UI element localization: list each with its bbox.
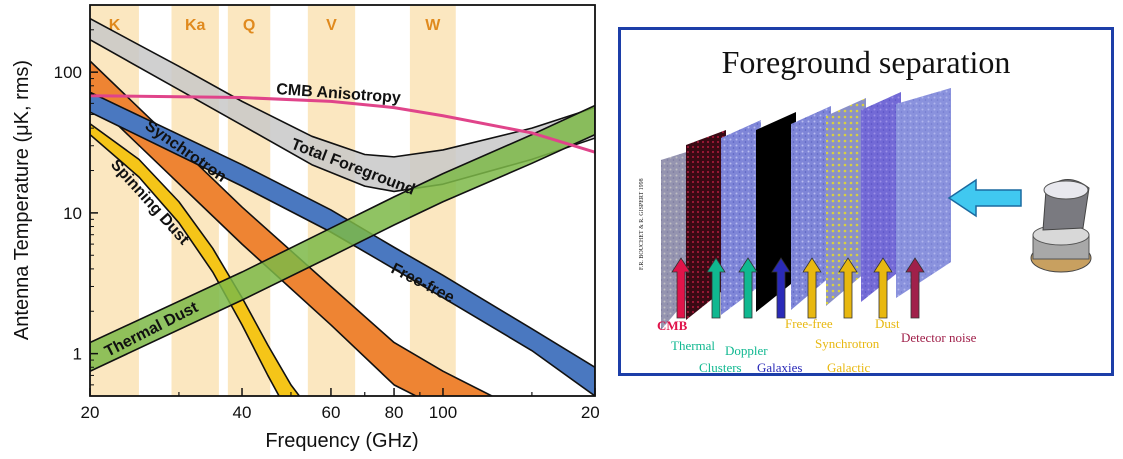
comp-label-cmb: CMB xyxy=(657,318,688,333)
series-thermal-dust xyxy=(90,104,595,373)
series-synchrotron xyxy=(90,60,493,396)
series-spinning-dust xyxy=(90,122,301,396)
comp-label-galaxies: Galaxies xyxy=(757,360,802,373)
y-tick-label-10: 10 xyxy=(63,204,82,223)
x-tick-label-100: 100 xyxy=(429,403,457,422)
component-labels: CMB Thermal Clusters Doppler Galaxies Fr… xyxy=(657,316,977,373)
comp-label-free-free: Free-free xyxy=(785,316,833,331)
plot-frame xyxy=(89,4,596,397)
arrow-thermal xyxy=(706,257,726,319)
x-axis-title: Frequency (GHz) xyxy=(265,430,418,452)
series-cmb-anisotropy xyxy=(90,94,595,154)
comp-label-detector-noise: Detector noise xyxy=(901,330,977,345)
y-tick-label-1: 1 xyxy=(73,345,82,364)
comp-label-clusters: Clusters xyxy=(699,360,742,373)
x-tick-label-60: 60 xyxy=(321,403,340,422)
map-layers xyxy=(661,88,951,330)
comp-label-thermal: Thermal xyxy=(671,338,715,353)
band-label-w: W xyxy=(425,17,441,34)
component-arrows xyxy=(671,257,925,319)
layer-detector-noise xyxy=(896,88,951,298)
comp-label-doppler: Doppler xyxy=(725,343,768,358)
arrow-dust xyxy=(873,257,893,319)
band-label-ka: Ka xyxy=(185,17,206,34)
comp-label-synchrotron: Synchrotron xyxy=(815,336,880,351)
arrow-cmb xyxy=(671,257,691,319)
input-arrow xyxy=(947,178,1022,218)
y-axis-title: Antenna Temperature (μK, rms) xyxy=(11,60,33,340)
axis-ticks: 20 40 60 80 100 200 1 10 100 xyxy=(54,29,600,422)
layer-doppler xyxy=(721,120,761,315)
foreground-separation-panel: Foreground separation xyxy=(618,27,1114,376)
series-total-foreground xyxy=(90,17,595,193)
arrow-free-free xyxy=(802,257,822,319)
credit-text: F.R. BOUCHET & R. GISPERT 1998 xyxy=(639,178,645,270)
arrow-detector-noise xyxy=(905,257,925,319)
series-layer xyxy=(90,17,595,396)
layer-galaxies xyxy=(756,112,796,312)
layer-synchrotron xyxy=(826,98,866,306)
x-tick-label-20: 20 xyxy=(81,403,100,422)
band-label-v: V xyxy=(326,17,337,34)
arrow-doppler xyxy=(738,257,758,319)
comp-label-galactic: Galactic xyxy=(827,360,871,373)
panel-title: Foreground separation xyxy=(721,44,1011,80)
band-label-q: Q xyxy=(243,17,255,34)
x-tick-label-80: 80 xyxy=(385,403,404,422)
satellite-icon xyxy=(1030,179,1092,273)
arrow-galaxies xyxy=(771,257,791,319)
layer-stack-illustration: F.R. BOUCHET & R. GISPERT 1998 CMB Therm… xyxy=(639,88,1092,373)
y-tick-label-100: 100 xyxy=(54,63,82,82)
comp-label-dust: Dust xyxy=(875,316,900,331)
layer-dust xyxy=(861,92,901,302)
x-tick-label-200: 200 xyxy=(581,403,600,422)
layer-free-free xyxy=(791,106,831,310)
x-tick-label-40: 40 xyxy=(233,403,252,422)
arrow-synchrotron xyxy=(838,257,858,319)
